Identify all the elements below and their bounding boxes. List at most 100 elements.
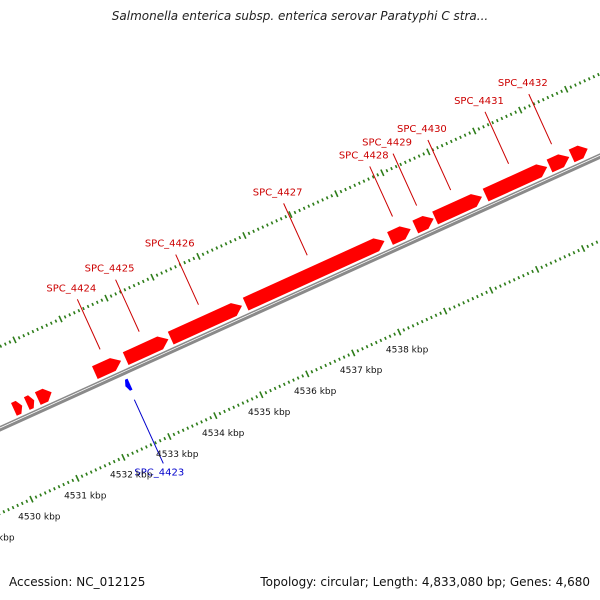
tick-mark: [0, 344, 3, 348]
gene-label: SPC_4430: [397, 124, 447, 135]
tick-mark: [80, 474, 84, 478]
tick-mark: [324, 363, 328, 368]
tick-mark: [236, 403, 240, 407]
tick-mark: [420, 319, 424, 324]
tick-mark: [163, 436, 167, 441]
gene-arrow[interactable]: [568, 145, 588, 163]
tick-mark: [22, 334, 26, 338]
gene-arrow[interactable]: [546, 154, 570, 173]
tick-mark: [26, 331, 30, 336]
label-leader-line: [528, 93, 553, 145]
tick-mark: [201, 252, 205, 256]
tick-mark: [407, 326, 410, 330]
tick-mark: [342, 355, 346, 359]
gene-features[interactable]: [11, 145, 588, 416]
tick-mark: [177, 430, 180, 435]
gene-arrow[interactable]: [122, 336, 169, 366]
tick-label: 4531 kbp: [64, 492, 107, 502]
tick-mark: [595, 240, 599, 244]
gene-arrow[interactable]: [387, 226, 411, 245]
gene-arrow[interactable]: [412, 216, 434, 234]
genome-map[interactable]: SPC_4423 SPC_4424 SPC_4425 SPC_4426 SPC_4427…: [0, 0, 600, 570]
tick-mark: [347, 353, 351, 357]
tick-mark: [310, 370, 314, 374]
tick-mark: [195, 422, 199, 426]
tick-mark: [399, 162, 403, 167]
tick-mark: [191, 424, 194, 428]
gene-arrow[interactable]: [482, 164, 548, 202]
tick-mark: [54, 319, 58, 323]
tick-mark: [149, 443, 153, 447]
gene-arrow[interactable]: [242, 238, 385, 311]
tick-mark: [259, 391, 264, 399]
backbone-line: [0, 155, 600, 432]
tick-mark: [150, 273, 155, 281]
tick-mark: [471, 296, 475, 301]
tick-mark: [563, 255, 567, 259]
tick-mark: [537, 100, 541, 104]
tick-mark: [356, 349, 360, 353]
gene-arrow[interactable]: [11, 400, 23, 416]
tick-mark: [264, 390, 268, 395]
tick-mark: [454, 137, 458, 142]
gene-label: SPC_4423: [134, 467, 184, 478]
tick-mark: [48, 489, 52, 493]
gene-arrow[interactable]: [92, 358, 122, 379]
tick-mark: [558, 257, 562, 261]
tick-mark: [57, 484, 61, 489]
tick-mark: [247, 231, 251, 236]
gene-arrow[interactable]: [432, 194, 482, 225]
tick-mark: [292, 378, 295, 382]
tick-mark: [384, 336, 387, 341]
tick-mark: [503, 282, 507, 286]
tick-mark: [388, 334, 392, 338]
tick-mark: [117, 457, 121, 462]
tick-mark: [164, 269, 168, 273]
tick-mark: [397, 328, 402, 336]
tick-mark: [131, 451, 134, 455]
tick-mark: [302, 206, 306, 210]
tick-mark: [174, 265, 177, 269]
gene-arrow[interactable]: [167, 303, 242, 345]
tick-mark: [63, 315, 67, 319]
tick-mark: [514, 110, 518, 114]
tick-mark: [282, 382, 286, 386]
tick-mark: [232, 405, 236, 409]
tick-mark: [273, 386, 277, 391]
tick-label: 4533 kbp: [156, 450, 199, 460]
tick-mark: [564, 85, 569, 93]
tick-mark: [597, 72, 600, 77]
tick-mark: [569, 85, 573, 89]
tick-mark: [457, 303, 461, 307]
gene-arrow[interactable]: [34, 388, 52, 405]
tick-mark: [453, 305, 456, 309]
backbone-track: [0, 153, 600, 432]
tick-mark: [568, 253, 571, 257]
tick-mark: [586, 244, 590, 249]
gene-label: SPC_4427: [253, 187, 303, 198]
tick-mark: [36, 327, 39, 332]
label-leader-line: [115, 279, 140, 332]
tick-mark: [20, 501, 24, 506]
gene-label: SPC_4424: [46, 283, 96, 294]
tick-mark: [108, 461, 111, 466]
tick-mark: [31, 329, 35, 334]
gene-label: SPC_4429: [362, 138, 412, 149]
tick-marks: [0, 72, 600, 516]
tick-mark: [270, 221, 274, 225]
gene-arrow[interactable]: [23, 395, 35, 410]
gene-arrow[interactable]: [125, 378, 133, 391]
tick-mark: [379, 338, 383, 343]
tick-mark: [330, 194, 334, 198]
tick-mark: [477, 127, 481, 131]
tick-mark: [393, 332, 396, 336]
tick-mark: [215, 246, 219, 250]
tick-mark: [587, 77, 591, 81]
label-leader-line: [369, 166, 393, 217]
tick-mark: [416, 322, 419, 326]
tick-mark: [114, 292, 118, 296]
tick-mark: [578, 81, 582, 85]
tick-mark: [443, 307, 448, 315]
tick-mark: [223, 409, 226, 414]
gene-label: SPC_4432: [498, 78, 548, 89]
